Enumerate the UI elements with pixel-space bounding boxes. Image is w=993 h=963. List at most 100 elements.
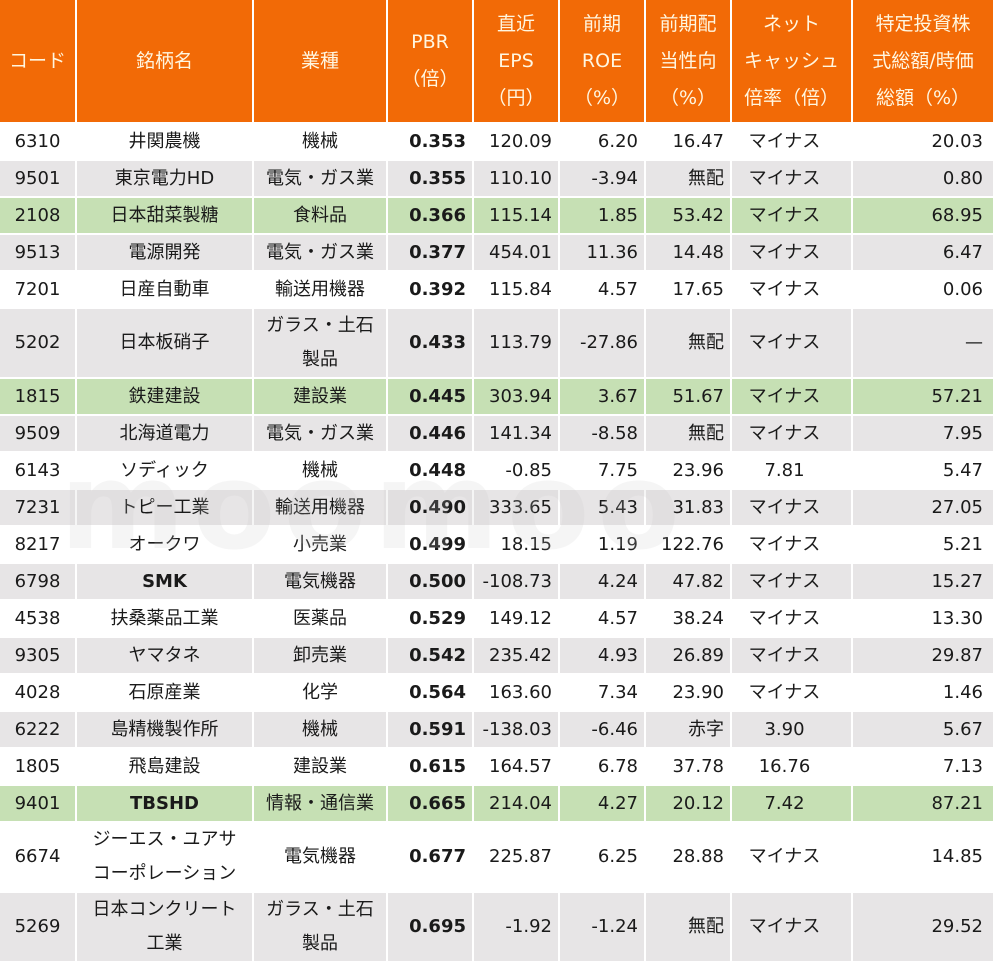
cell-sector-line: 建設業 <box>293 755 347 777</box>
header-label-line: 特定投資株 <box>875 12 971 35</box>
header-roe[interactable]: 前期 ROE （%） <box>560 0 644 122</box>
header-label-line: 総額（%） <box>875 86 971 109</box>
cell-sector: 機械 <box>254 712 386 747</box>
cell-sector: 電気・ガス業 <box>254 235 386 270</box>
cell-payout: 53.42 <box>646 198 730 233</box>
cell-payout: 28.88 <box>646 823 730 891</box>
header-label-line: コード <box>8 49 66 72</box>
header-label-line: （倍） <box>401 68 459 90</box>
cell-name-line: SMK <box>142 570 187 592</box>
cell-sector: 医薬品 <box>254 601 386 636</box>
table-row[interactable]: 6798 SMK 電気機器 0.500 -108.73 4.24 47.82 マイナス 15.2… <box>0 564 993 599</box>
header-sector[interactable]: 業種 <box>254 0 386 122</box>
cell-payout: 無配 <box>646 161 730 196</box>
cell-netcash: マイナス <box>732 823 851 891</box>
cell-sector-line: ガラス・土石 <box>266 315 374 336</box>
cell-pbr: 0.433 <box>388 309 472 377</box>
table-row[interactable]: 9401 TBSHD 情報・通信業 0.665 214.04 4.27 20.12 7.42 8… <box>0 786 993 821</box>
header-label-line: 前期 <box>582 12 621 35</box>
header-name[interactable]: 銘柄名 <box>77 0 252 122</box>
table-row[interactable]: 5202 日本板硝子 ガラス・土石 製品 0.433 113.79 -27.86 無配 マイナス… <box>0 309 993 377</box>
cell-sector-line: 機械 <box>302 459 338 481</box>
cell-code: 6798 <box>0 564 75 599</box>
cell-name-line: 電源開発 <box>128 241 201 263</box>
cell-netcash: マイナス <box>732 161 851 196</box>
cell-sector: 卸売業 <box>254 638 386 673</box>
cell-sector: 機械 <box>254 453 386 488</box>
header-label-line: （円） <box>487 86 545 109</box>
header-eps[interactable]: 直近 EPS （円） <box>474 0 558 122</box>
cell-sector: 化学 <box>254 675 386 710</box>
cell-sector-line: 医薬品 <box>293 607 347 629</box>
table-row[interactable]: 6310 井関農機 機械 0.353 120.09 6.20 16.47 マイナス 20.03 <box>0 124 993 159</box>
cell-name: 島精機製作所 <box>77 712 252 747</box>
cell-roe: -8.58 <box>560 416 644 451</box>
cell-code: 5202 <box>0 309 75 377</box>
cell-payout: 26.89 <box>646 638 730 673</box>
table-row[interactable]: 4538 扶桑薬品工業 医薬品 0.529 149.12 4.57 38.24 マイナス 13.… <box>0 601 993 636</box>
cell-eps: 214.04 <box>474 786 558 821</box>
header-payout[interactable]: 前期配 当性向 （%） <box>646 0 730 122</box>
cell-name: 電源開発 <box>77 235 252 270</box>
cell-payout: 赤字 <box>646 712 730 747</box>
cell-netcash: マイナス <box>732 490 851 525</box>
table-row[interactable]: 6674 ジーエス・ユアサ コーポレーション 電気機器 0.677 225.87 6.25 2… <box>0 823 993 891</box>
cell-name-line: トピー工業 <box>119 496 210 518</box>
header-pbr[interactable]: PBR （倍） <box>388 0 472 122</box>
cell-payout: 16.47 <box>646 124 730 159</box>
table-row[interactable]: 4028 石原産業 化学 0.564 163.60 7.34 23.90 マイナス 1.46 <box>0 675 993 710</box>
cell-invest: 14.85 <box>853 823 993 891</box>
cell-eps: 110.10 <box>474 161 558 196</box>
table-row[interactable]: 2108 日本甜菜製糖 食料品 0.366 115.14 1.85 53.42 マイナス 68.… <box>0 198 993 233</box>
cell-roe: -3.94 <box>560 161 644 196</box>
table-row[interactable]: 8217 オークワ 小売業 0.499 18.15 1.19 122.76 マイナス 5.21 <box>0 527 993 562</box>
cell-name-line: 日本板硝子 <box>119 332 210 353</box>
table-body: 6310 井関農機 機械 0.353 120.09 6.20 16.47 マイナス 20.03 9… <box>0 124 993 961</box>
table-row[interactable]: 1815 鉄建建設 建設業 0.445 303.94 3.67 51.67 マイナス 57.21 <box>0 379 993 414</box>
table-row[interactable]: 5269 日本コンクリート 工業 ガラス・土石 製品 0.695 -1.92 -1.24 無配マ… <box>0 893 993 961</box>
table-row[interactable]: 6222 島精機製作所 機械 0.591 -138.03 -6.46 赤字 3.90 5.67 <box>0 712 993 747</box>
cell-eps: -138.03 <box>474 712 558 747</box>
table-row[interactable]: 6143 ソディック 機械 0.448 -0.85 7.75 23.96 7.81 5.47 <box>0 453 993 488</box>
cell-pbr: 0.366 <box>388 198 472 233</box>
header-code[interactable]: コード <box>0 0 75 122</box>
cell-roe: 4.27 <box>560 786 644 821</box>
cell-invest: 15.27 <box>853 564 993 599</box>
cell-pbr: 0.695 <box>388 893 472 961</box>
cell-sector: 建設業 <box>254 749 386 784</box>
cell-code: 9501 <box>0 161 75 196</box>
header-netcash[interactable]: ネット キャッシュ 倍率（倍） <box>732 0 851 122</box>
cell-pbr: 0.542 <box>388 638 472 673</box>
table-row[interactable]: 9501 東京電力HD 電気・ガス業 0.355 110.10 -3.94 無配 マイナス 0.… <box>0 161 993 196</box>
cell-eps: 225.87 <box>474 823 558 891</box>
cell-roe: -27.86 <box>560 309 644 377</box>
cell-netcash: マイナス <box>732 527 851 562</box>
header-invest[interactable]: 特定投資株 式総額/時価 総額（%） <box>853 0 993 122</box>
cell-name: 鉄建建設 <box>77 379 252 414</box>
cell-payout: 無配 <box>646 309 730 377</box>
cell-invest: 0.06 <box>853 272 993 307</box>
table-row[interactable]: 9513 電源開発 電気・ガス業 0.377 454.01 11.36 14.48 マイナス 6… <box>0 235 993 270</box>
cell-netcash: 7.81 <box>732 453 851 488</box>
table-row[interactable]: 9509 北海道電力 電気・ガス業 0.446 141.34 -8.58 無配 マイナス 7.9… <box>0 416 993 451</box>
cell-roe: 1.19 <box>560 527 644 562</box>
table-row[interactable]: 9305 ヤマタネ 卸売業 0.542 235.42 4.93 26.89 マイナス 29.87 <box>0 638 993 673</box>
cell-roe: 6.20 <box>560 124 644 159</box>
cell-code: 9401 <box>0 786 75 821</box>
cell-code: 5269 <box>0 893 75 961</box>
cell-name-line: 工業 <box>146 933 183 954</box>
cell-sector-line: 輸送用機器 <box>275 278 365 300</box>
table-row[interactable]: 7231 トピー工業 輸送用機器 0.490 333.65 5.43 31.83 マイナス 27… <box>0 490 993 525</box>
cell-netcash: マイナス <box>732 379 851 414</box>
cell-invest: 6.47 <box>853 235 993 270</box>
cell-sector-line: 小売業 <box>293 533 347 555</box>
header-label-line: ネット <box>762 12 820 35</box>
cell-payout: 無配 <box>646 893 730 961</box>
table-row[interactable]: 7201 日産自動車 輸送用機器 0.392 115.84 4.57 17.65 マイナス 0.… <box>0 272 993 307</box>
cell-roe: 7.34 <box>560 675 644 710</box>
header-label-line: 当性向 <box>659 49 717 72</box>
cell-invest: 1.46 <box>853 675 993 710</box>
cell-netcash: マイナス <box>732 638 851 673</box>
table-row[interactable]: 1805 飛島建設 建設業 0.615 164.57 6.78 37.78 16.76 7.13 <box>0 749 993 784</box>
cell-sector-line: 機械 <box>302 130 338 152</box>
